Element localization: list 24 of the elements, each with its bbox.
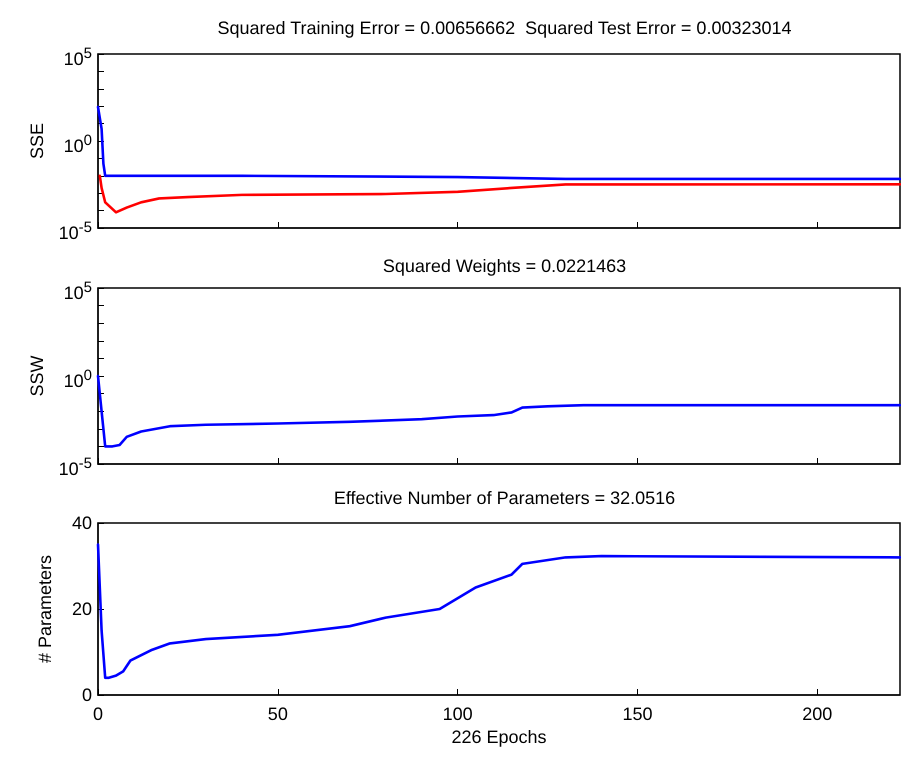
y-tick-label: 20 xyxy=(72,599,92,619)
chart-title: Squared Training Error = 0.00656662 Squared Test Error = 0.00323014 xyxy=(217,18,792,38)
y-tick-label: 0 xyxy=(82,685,92,705)
chart-title: Effective Number of Parameters = 32.0516 xyxy=(334,488,676,508)
y-tick-label: 40 xyxy=(72,513,92,533)
y-axis-title: SSW xyxy=(27,355,47,397)
line-series xyxy=(96,106,901,180)
x-tick-label: 50 xyxy=(268,704,288,724)
y-tick-label: 10$^{5}$ xyxy=(64,278,92,304)
y-tick-label: 10$^{0}$ xyxy=(64,131,92,157)
line-series xyxy=(96,543,901,680)
x-tick-label: 100 xyxy=(442,704,473,724)
chart-title: Squared Weights = 0.0221463 xyxy=(382,256,626,276)
y-tick-label: 10$^{-5}$ xyxy=(58,454,92,480)
y-tick-label: 10$^{-5}$ xyxy=(58,218,92,244)
y-tick-label: 10$^{5}$ xyxy=(64,44,92,70)
line-series xyxy=(98,174,901,214)
y-tick-label: 10$^{0}$ xyxy=(64,366,92,392)
line-series xyxy=(96,374,901,448)
x-tick-label: 150 xyxy=(622,704,652,724)
y-axis-title: # Parameters xyxy=(35,554,55,664)
y-axis-title: SSE xyxy=(27,122,47,160)
x-tick-label: 200 xyxy=(802,704,832,724)
x-axis-title: 226 Epochs xyxy=(451,726,547,747)
